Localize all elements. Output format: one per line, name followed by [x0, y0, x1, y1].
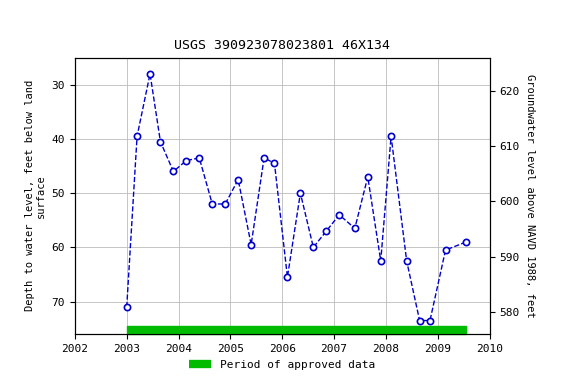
Y-axis label: Depth to water level, feet below land
surface: Depth to water level, feet below land su…: [25, 80, 46, 311]
Bar: [127, 326, 466, 334]
Title: USGS 390923078023801 46X134: USGS 390923078023801 46X134: [174, 39, 390, 52]
Y-axis label: Groundwater level above NAVD 1988, feet: Groundwater level above NAVD 1988, feet: [525, 74, 535, 318]
Legend: Period of approved data: Period of approved data: [185, 356, 380, 375]
